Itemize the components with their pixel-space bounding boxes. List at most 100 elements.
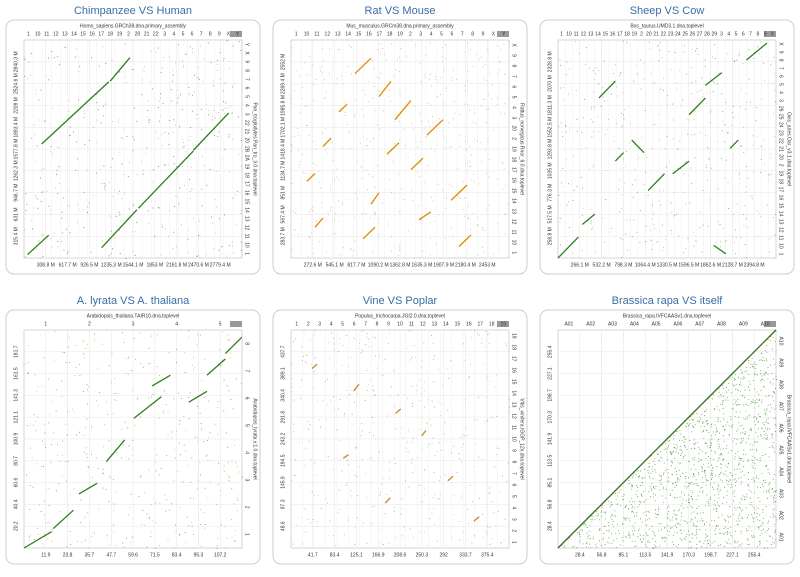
- dot: [314, 357, 316, 359]
- dot: [744, 499, 746, 501]
- dot: [304, 508, 306, 510]
- dot: [366, 496, 368, 498]
- dot: [406, 441, 408, 443]
- dot: [713, 508, 715, 510]
- dot: [140, 475, 142, 477]
- dot: [419, 379, 421, 381]
- dot: [412, 405, 414, 407]
- y-tick-label: 243.2: [280, 432, 286, 445]
- dot: [150, 50, 152, 52]
- dot: [756, 418, 758, 420]
- dot: [713, 540, 715, 542]
- dot: [702, 492, 704, 494]
- dot: [405, 480, 407, 482]
- dot: [350, 490, 352, 492]
- dot: [507, 441, 509, 443]
- dot: [672, 103, 674, 105]
- dot: [770, 381, 772, 383]
- dot: [101, 344, 103, 346]
- dot: [763, 547, 765, 549]
- x-tick-label: 1064.4 M: [635, 262, 656, 268]
- dot: [742, 543, 743, 545]
- dot: [705, 533, 707, 535]
- dot: [673, 192, 675, 194]
- dot: [373, 394, 375, 396]
- x-tick-label: 2779.4 M: [210, 262, 231, 268]
- dot: [86, 384, 88, 386]
- dot: [737, 541, 739, 543]
- dot: [645, 511, 647, 513]
- dot: [663, 486, 665, 488]
- dot: [148, 471, 150, 473]
- dot: [423, 494, 425, 496]
- dot: [735, 443, 737, 445]
- x-tick-label: 71.5: [150, 552, 160, 558]
- chromosome-label: 3: [318, 321, 321, 327]
- dot: [156, 454, 158, 456]
- dot: [174, 449, 176, 451]
- dot: [489, 544, 491, 546]
- dot: [436, 96, 438, 98]
- dot: [486, 378, 488, 380]
- dot: [333, 469, 334, 471]
- dot: [654, 469, 656, 471]
- dot: [368, 432, 370, 434]
- dot: [703, 463, 705, 465]
- dot: [695, 533, 697, 535]
- chromosome-label: 7: [364, 321, 367, 327]
- dot: [186, 53, 188, 55]
- dot: [394, 193, 396, 195]
- dot: [734, 495, 736, 497]
- chromosome-label: 10: [511, 240, 517, 246]
- dot: [334, 409, 336, 411]
- dot: [298, 134, 300, 136]
- dot: [729, 377, 731, 379]
- dot: [634, 540, 636, 542]
- dot: [135, 358, 137, 360]
- dot: [718, 491, 720, 493]
- dot: [224, 214, 226, 216]
- dot: [757, 527, 759, 528]
- dot: [72, 408, 73, 410]
- dot: [691, 519, 693, 521]
- dot: [690, 490, 692, 492]
- dot: [130, 493, 132, 495]
- dot: [692, 492, 693, 493]
- dot: [426, 422, 428, 424]
- dot: [136, 397, 138, 399]
- dot: [350, 248, 352, 250]
- dot: [735, 237, 737, 238]
- dot: [80, 541, 82, 543]
- dot: [196, 344, 198, 346]
- dot: [197, 77, 199, 79]
- dot: [572, 252, 574, 254]
- dot: [685, 247, 687, 249]
- dot: [715, 241, 717, 243]
- dot: [399, 139, 401, 141]
- dot: [489, 158, 491, 160]
- dot: [775, 405, 777, 407]
- dot: [331, 142, 333, 144]
- chromosome-label: 17: [511, 356, 517, 362]
- dot: [328, 342, 329, 344]
- dot: [128, 161, 130, 163]
- dot: [118, 211, 120, 213]
- dot: [124, 192, 126, 194]
- dot: [727, 466, 729, 468]
- dot: [407, 156, 409, 158]
- dot: [221, 158, 223, 160]
- chromosome-label: 4: [511, 506, 517, 509]
- dot: [748, 435, 750, 437]
- chromosome-label: X: [771, 31, 775, 37]
- dot: [712, 431, 714, 433]
- dot: [692, 457, 694, 459]
- dot: [114, 189, 116, 191]
- dot: [775, 214, 777, 215]
- dot: [216, 63, 218, 65]
- dot: [746, 483, 748, 485]
- synteny-segment: [395, 408, 402, 414]
- dot: [160, 467, 162, 469]
- dot: [432, 200, 434, 202]
- dot: [131, 370, 133, 371]
- chromosome-label: 26: [778, 106, 784, 112]
